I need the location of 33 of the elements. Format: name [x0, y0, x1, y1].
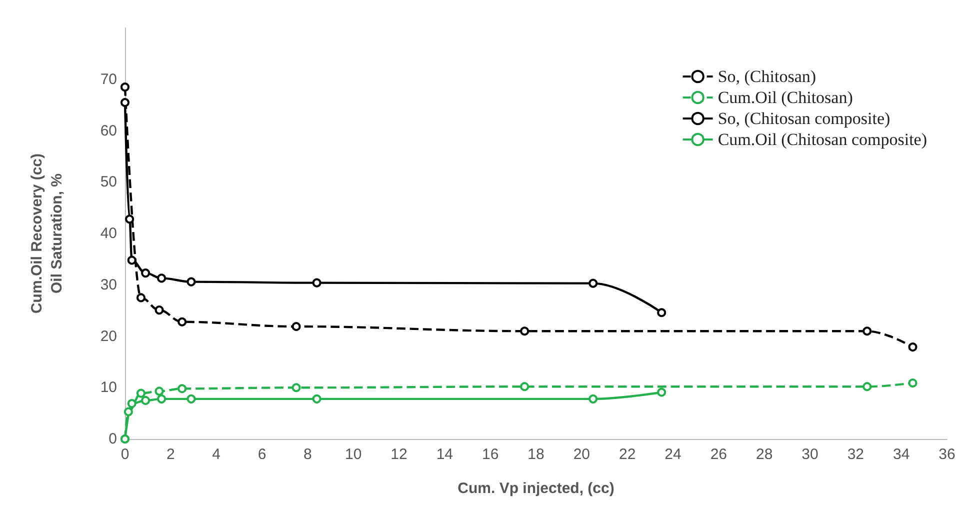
x-tick-label: 34 [892, 446, 910, 463]
legend-label: Cum.Oil (Chitosan) [718, 88, 853, 107]
y-tick-label: 10 [100, 379, 117, 396]
legend-label: Cum.Oil (Chitosan composite) [718, 130, 928, 149]
x-tick-label: 16 [482, 446, 499, 463]
y-tick-label: 0 [108, 430, 117, 448]
x-tick-label: 20 [573, 446, 590, 463]
x-tick-label: 28 [756, 446, 773, 463]
x-tick-label: 2 [166, 446, 175, 463]
y-axis-title: Cum.Oil Recovery (cc) Oil Saturation, % [28, 153, 66, 314]
x-tick-label: 30 [802, 446, 818, 463]
x-axis-title: Cum. Vp injected, (cc) [458, 480, 614, 497]
y-tick-label: 70 [100, 70, 117, 88]
legend-label: So, (Chitosan composite) [718, 109, 890, 128]
x-tick-label: 24 [664, 446, 682, 463]
x-tick-label: 8 [303, 446, 312, 463]
x-tick-label: 10 [344, 446, 362, 463]
x-tick-label: 22 [618, 446, 636, 463]
x-tick-label: 36 [938, 446, 956, 463]
y-tick-label: 30 [100, 276, 117, 294]
x-tick-label: 32 [847, 446, 864, 463]
y-tick-label: 60 [100, 122, 117, 140]
y-tick-label: 50 [100, 174, 117, 191]
x-tick-label: 6 [258, 446, 266, 463]
y-tick-label: 40 [100, 225, 117, 242]
legend-label: So, (Chitosan) [718, 67, 816, 86]
x-tick-label: 18 [528, 446, 544, 463]
x-tick-label: 26 [710, 446, 728, 463]
x-tick-label: 14 [436, 446, 454, 463]
y-tick-label: 20 [100, 328, 117, 345]
x-tick-label: 0 [120, 446, 130, 463]
x-tick-label: 4 [212, 446, 221, 463]
x-tick-label: 12 [390, 446, 408, 463]
